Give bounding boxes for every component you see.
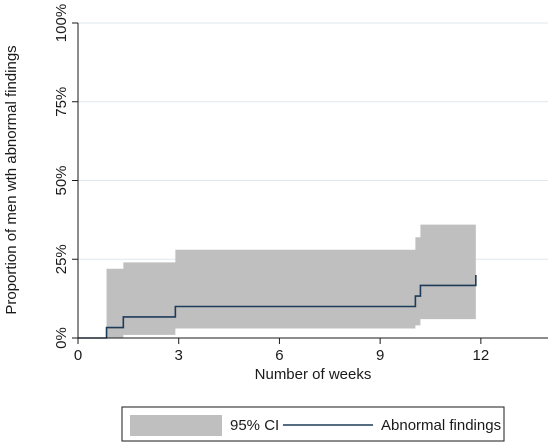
plot-area [78,224,477,339]
x-tick-label: 9 [376,347,384,364]
x-tick-label: 12 [473,347,490,364]
y-tick-label: 100% [53,4,70,42]
legend: 95% CI Abnormal findings [121,406,505,442]
abnormal-findings-line [78,275,477,339]
x-axis-label: Number of weeks [255,366,372,383]
y-tick-label: 25% [53,244,70,274]
legend-ci-label: 95% CI [230,417,279,434]
y-tick-label: 75% [53,87,70,117]
legend-ci-swatch [130,415,222,436]
x-tick-label: 6 [275,347,283,364]
y-axis-label: Proportion of men wth abnormal findings [3,45,20,314]
x-tick-label: 3 [175,347,183,364]
legend-abnormal-label: Abnormal findings [381,417,501,434]
x-tick-label: 0 [74,347,82,364]
y-tick-label: 0% [53,327,70,349]
y-tick-label: 50% [53,165,70,195]
axes: 0 3 6 9 12 0% 25% 50% 75% 100% [53,4,548,364]
ci-band [106,224,476,338]
